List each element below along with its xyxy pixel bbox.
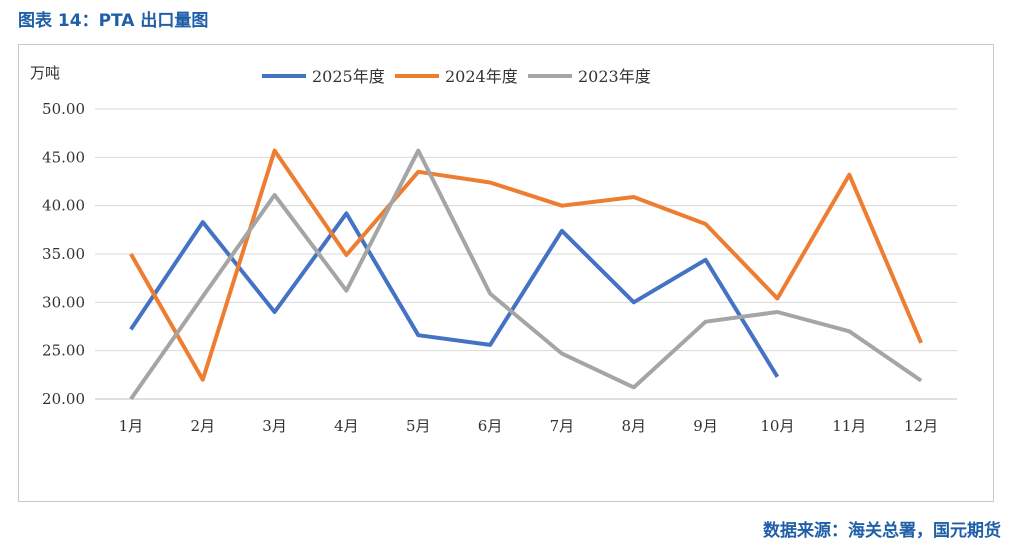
- y-tick-label: 40.00: [42, 197, 85, 215]
- chart-frame: [18, 44, 994, 502]
- legend-label: 2024年度: [445, 67, 518, 86]
- grid-lines: [95, 108, 957, 400]
- y-axis-ticks: 20.00 25.00 30.00 35.00 40.00 45.00 50.00: [42, 100, 85, 408]
- x-tick-label: 5月: [406, 417, 431, 435]
- legend: 2025年度 2024年度 2023年度: [262, 67, 651, 86]
- series-lines: [129, 148, 923, 401]
- x-tick-label: 1月: [119, 417, 144, 435]
- legend-label: 2025年度: [312, 67, 385, 86]
- x-tick-label: 4月: [334, 417, 359, 435]
- x-tick-label: 2月: [190, 417, 215, 435]
- y-tick-label: 20.00: [42, 390, 85, 408]
- series-line-1: [129, 148, 923, 382]
- x-tick-label: 9月: [693, 417, 718, 435]
- x-tick-label: 6月: [478, 417, 503, 435]
- x-tick-label: 11月: [832, 417, 866, 435]
- series-line-2: [129, 148, 923, 401]
- legend-label: 2023年度: [578, 67, 651, 86]
- x-tick-label: 3月: [262, 417, 287, 435]
- y-tick-label: 50.00: [42, 100, 85, 118]
- x-tick-label: 7月: [550, 417, 575, 435]
- y-tick-label: 35.00: [42, 245, 85, 263]
- x-axis-ticks: 1月 2月 3月 4月 5月 6月 7月 8月 9月 10月 11月 12月: [119, 417, 938, 435]
- data-source-note: 数据来源：海关总署，国元期货: [763, 521, 1001, 541]
- chart-title: 图表 14：PTA 出口量图: [18, 11, 209, 31]
- y-axis-unit-label: 万吨: [30, 64, 61, 82]
- x-tick-label: 12月: [904, 417, 938, 435]
- x-tick-label: 8月: [621, 417, 646, 435]
- x-tick-label: 10月: [760, 417, 794, 435]
- y-tick-label: 45.00: [42, 148, 85, 166]
- y-tick-label: 25.00: [42, 342, 85, 360]
- y-tick-label: 30.00: [42, 293, 85, 311]
